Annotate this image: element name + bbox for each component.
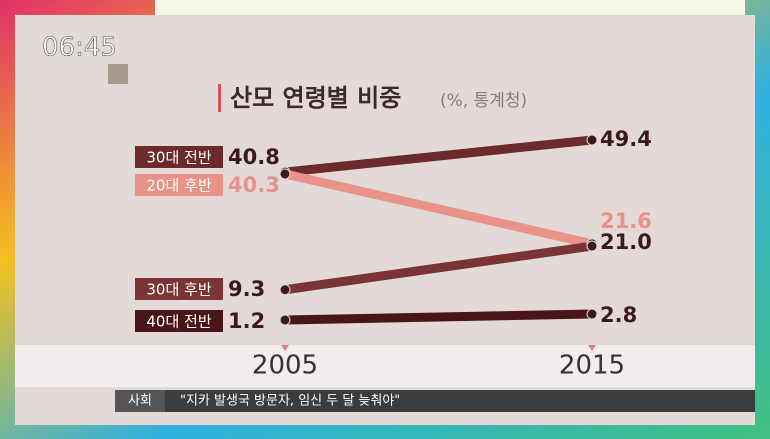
title-bar xyxy=(218,84,221,112)
data-label: 21.6 xyxy=(600,209,652,233)
x-tick-label: 2015 xyxy=(559,351,625,381)
legend-label: 30대 후반 xyxy=(146,281,211,299)
point xyxy=(279,168,291,180)
x-tick-mark xyxy=(588,345,596,351)
data-label: 21.0 xyxy=(600,230,652,254)
legend-label: 30대 전반 xyxy=(146,149,211,167)
data-label: 40.3 xyxy=(228,173,280,197)
legend-label: 20대 후반 xyxy=(146,177,211,195)
data-label: 9.3 xyxy=(228,277,265,301)
point xyxy=(586,240,598,252)
clock: 06:45 xyxy=(42,33,117,63)
data-label: 40.8 xyxy=(228,145,280,169)
chart-subtitle: (%, 통계청) xyxy=(440,91,527,111)
data-label: 2.8 xyxy=(600,303,637,327)
logo xyxy=(108,64,128,84)
data-label: 49.4 xyxy=(600,127,652,151)
x-tick-mark xyxy=(281,345,289,351)
x-tick-label: 2005 xyxy=(252,351,318,381)
legend-box xyxy=(135,174,223,196)
ticker-bar xyxy=(115,390,755,412)
series-line xyxy=(280,135,597,177)
point xyxy=(586,308,598,320)
chart-title: 산모 연령별 비중 xyxy=(230,84,401,112)
ticker-section-box xyxy=(115,390,165,412)
point xyxy=(279,314,291,326)
legend-label: 40대 전반 xyxy=(146,313,211,331)
data-label: 1.2 xyxy=(228,309,265,333)
point xyxy=(586,134,598,146)
series-line xyxy=(280,169,597,249)
ticker-headline: "지카 발생국 방문자, 임신 두 달 늦춰야" xyxy=(180,394,400,409)
legend-box xyxy=(135,278,223,300)
series-line xyxy=(280,309,597,325)
ticker-section: 사회 xyxy=(128,394,152,409)
point xyxy=(279,284,291,296)
legend-box xyxy=(135,310,223,332)
legend-box xyxy=(135,146,223,168)
background-top xyxy=(155,0,745,15)
axis-strip xyxy=(15,345,755,387)
series-line xyxy=(280,241,597,295)
